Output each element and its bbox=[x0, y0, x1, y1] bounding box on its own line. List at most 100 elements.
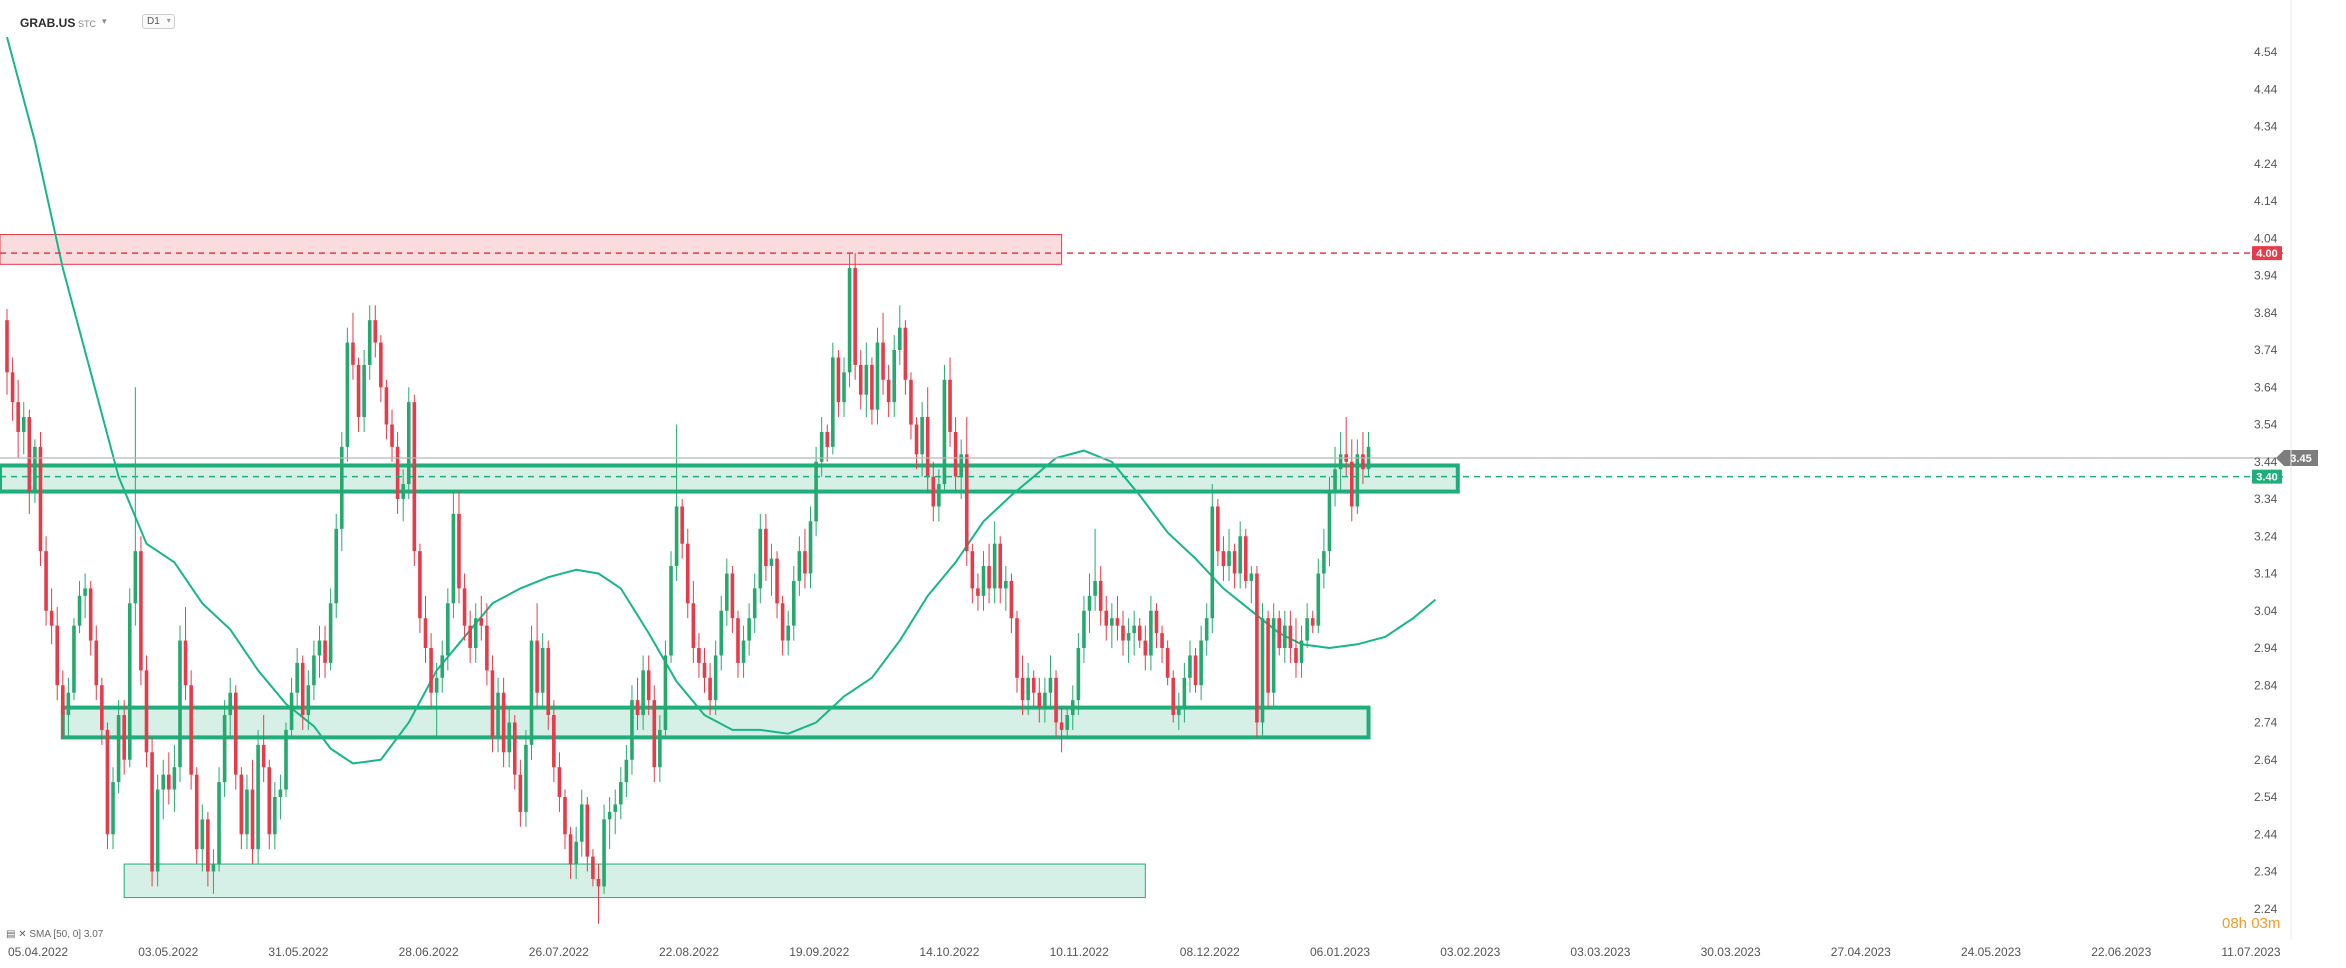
candle-body bbox=[892, 350, 897, 403]
candle bbox=[161, 759, 166, 820]
x-tick-label: 14.10.2022 bbox=[919, 945, 979, 959]
candle-body bbox=[1238, 536, 1242, 574]
candle-body bbox=[1160, 633, 1164, 648]
candle-body bbox=[953, 431, 958, 477]
candle-body bbox=[384, 387, 389, 425]
candle bbox=[1210, 484, 1215, 634]
candle bbox=[94, 625, 99, 701]
candle bbox=[423, 595, 428, 663]
candle-body bbox=[758, 528, 763, 589]
candle-body bbox=[942, 379, 947, 485]
candle bbox=[367, 305, 372, 380]
candle-body bbox=[736, 618, 740, 663]
candle-body bbox=[72, 625, 76, 693]
candle-body bbox=[881, 342, 885, 380]
candle bbox=[909, 372, 913, 440]
candle bbox=[312, 640, 316, 701]
candle bbox=[1338, 431, 1343, 492]
candle-body bbox=[1294, 648, 1298, 663]
candle-body bbox=[1048, 677, 1053, 693]
candle bbox=[88, 580, 93, 656]
candle bbox=[780, 595, 785, 656]
candle-body bbox=[44, 551, 48, 611]
candle-body bbox=[1288, 625, 1293, 648]
candle bbox=[540, 633, 545, 708]
candle bbox=[328, 588, 333, 671]
candle bbox=[105, 722, 110, 850]
candle-body bbox=[1221, 551, 1226, 567]
x-tick-label: 27.04.2023 bbox=[1831, 945, 1891, 959]
price-lines-layer: 4.00 3.40 3.45 bbox=[0, 246, 2318, 484]
candle bbox=[10, 357, 15, 421]
candle-body bbox=[540, 648, 545, 693]
candle bbox=[473, 603, 478, 663]
candle bbox=[602, 804, 606, 894]
candle-body bbox=[1271, 618, 1276, 693]
candle bbox=[1143, 625, 1148, 671]
chevron-down-icon[interactable]: ▾ bbox=[102, 16, 107, 26]
indicator-label: SMA [50, 0] 3.07 bbox=[29, 929, 104, 940]
timeframe-select[interactable]: D1 ▾ bbox=[142, 14, 175, 29]
candle-body bbox=[641, 670, 645, 716]
candle bbox=[501, 677, 506, 768]
candle-body bbox=[1121, 625, 1125, 641]
candle-body bbox=[557, 767, 562, 797]
candle-body bbox=[345, 342, 350, 447]
candle bbox=[334, 513, 339, 619]
candle-body bbox=[10, 372, 15, 403]
candle bbox=[1288, 610, 1293, 663]
y-tick-label: 2.54 bbox=[2254, 790, 2278, 804]
candle bbox=[384, 379, 389, 440]
x-axis: 05.04.2022 03.05.2022 31.05.2022 28.06.2022… bbox=[8, 945, 2281, 959]
candle bbox=[708, 662, 712, 716]
candle-body bbox=[83, 588, 87, 596]
candle-body bbox=[585, 804, 590, 857]
candle bbox=[981, 551, 986, 611]
candle-body bbox=[775, 558, 779, 604]
candle-body bbox=[501, 692, 506, 753]
indicator-legend[interactable]: ▤ ✕ SMA [50, 0] 3.07 bbox=[6, 929, 103, 940]
candle bbox=[959, 439, 963, 499]
y-tick-label: 3.24 bbox=[2254, 529, 2278, 543]
candle-body bbox=[1171, 677, 1176, 716]
y-tick-label: 4.24 bbox=[2254, 157, 2278, 171]
candle-body bbox=[111, 782, 115, 835]
candle-body bbox=[1266, 618, 1270, 693]
candle bbox=[680, 499, 684, 559]
candle bbox=[646, 655, 651, 716]
candle bbox=[55, 607, 60, 701]
candle bbox=[1087, 573, 1092, 634]
symbol-label[interactable]: GRAB.US bbox=[20, 16, 76, 30]
candle bbox=[479, 595, 484, 641]
candle-body bbox=[579, 804, 584, 842]
candle-body bbox=[440, 655, 445, 678]
candle-body bbox=[206, 819, 210, 872]
candle bbox=[233, 685, 238, 790]
candle-body bbox=[21, 417, 26, 432]
x-tick-label: 03.03.2023 bbox=[1570, 945, 1630, 959]
candle-body bbox=[619, 782, 623, 805]
candle-body bbox=[1031, 677, 1036, 693]
candle bbox=[139, 536, 143, 686]
candle bbox=[1082, 595, 1086, 663]
candle bbox=[256, 729, 260, 865]
y-tick-label: 2.44 bbox=[2254, 827, 2278, 841]
candle bbox=[853, 253, 857, 380]
candle bbox=[267, 759, 272, 850]
candle bbox=[1327, 476, 1332, 567]
candle bbox=[635, 677, 640, 730]
candle-body bbox=[524, 744, 528, 812]
candle bbox=[1070, 685, 1075, 730]
y-tick-label: 3.64 bbox=[2254, 380, 2278, 394]
candle-body bbox=[624, 759, 629, 783]
candle-body bbox=[5, 320, 9, 373]
candle-body bbox=[691, 603, 696, 648]
candle-body bbox=[1204, 618, 1209, 641]
candle bbox=[591, 849, 595, 887]
candle bbox=[803, 528, 807, 589]
candle-body bbox=[133, 551, 138, 604]
candle bbox=[116, 700, 121, 794]
candle-body bbox=[998, 543, 1003, 589]
candle bbox=[150, 737, 154, 887]
